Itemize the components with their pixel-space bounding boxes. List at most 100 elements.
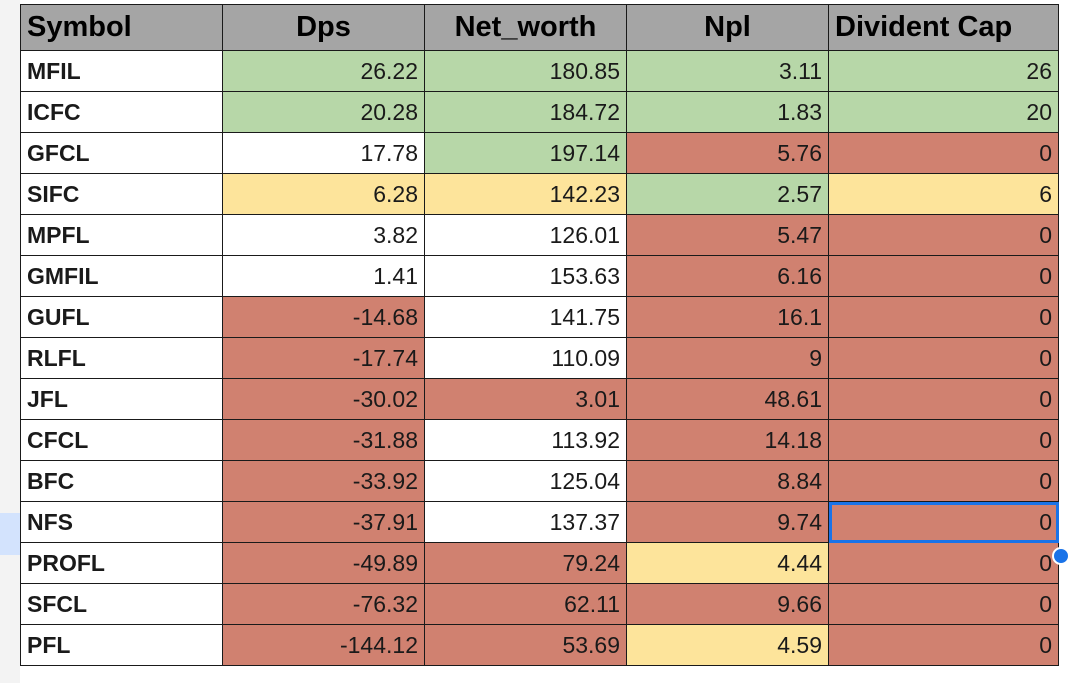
net-worth-cell[interactable]: 62.11 bbox=[424, 583, 627, 625]
net-worth-cell[interactable]: 79.24 bbox=[424, 542, 627, 584]
divident-cap-cell[interactable]: 0 bbox=[828, 378, 1059, 420]
table-row: PFL -144.12 53.69 4.59 0 bbox=[20, 624, 1059, 666]
dps-cell[interactable]: 17.78 bbox=[222, 132, 425, 174]
npl-cell[interactable]: 9 bbox=[626, 337, 829, 379]
table-row: NFS -37.91 137.37 9.74 0 bbox=[20, 501, 1059, 543]
symbol-cell[interactable]: GMFIL bbox=[20, 255, 223, 297]
dps-cell[interactable]: -37.91 bbox=[222, 501, 425, 543]
dps-cell[interactable]: 3.82 bbox=[222, 214, 425, 256]
table-row: RLFL -17.74 110.09 9 0 bbox=[20, 337, 1059, 379]
npl-cell[interactable]: 1.83 bbox=[626, 91, 829, 133]
npl-cell[interactable]: 2.57 bbox=[626, 173, 829, 215]
symbol-cell[interactable]: MFIL bbox=[20, 50, 223, 92]
dps-cell[interactable]: -49.89 bbox=[222, 542, 425, 584]
row-header-strip[interactable] bbox=[0, 0, 20, 683]
table-row: ICFC 20.28 184.72 1.83 20 bbox=[20, 91, 1059, 133]
symbol-cell[interactable]: SIFC bbox=[20, 173, 223, 215]
divident-cap-cell[interactable]: 0 bbox=[828, 542, 1059, 584]
symbol-cell[interactable]: PROFL bbox=[20, 542, 223, 584]
net-worth-cell[interactable]: 125.04 bbox=[424, 460, 627, 502]
header-row: Symbol Dps Net_worth Npl Divident Cap bbox=[20, 4, 1059, 51]
npl-cell[interactable]: 48.61 bbox=[626, 378, 829, 420]
symbol-cell[interactable]: GFCL bbox=[20, 132, 223, 174]
dps-cell[interactable]: 6.28 bbox=[222, 173, 425, 215]
net-worth-cell[interactable]: 137.37 bbox=[424, 501, 627, 543]
divident-cap-cell[interactable]: 0 bbox=[828, 132, 1059, 174]
symbol-cell[interactable]: SFCL bbox=[20, 583, 223, 625]
symbol-cell[interactable]: PFL bbox=[20, 624, 223, 666]
column-header-npl[interactable]: Npl bbox=[626, 4, 829, 51]
net-worth-cell[interactable]: 126.01 bbox=[424, 214, 627, 256]
selected-cell[interactable]: 0 bbox=[828, 501, 1059, 543]
symbol-cell[interactable]: CFCL bbox=[20, 419, 223, 461]
table-row: PROFL -49.89 79.24 4.44 0 bbox=[20, 542, 1059, 584]
dps-cell[interactable]: -31.88 bbox=[222, 419, 425, 461]
npl-cell[interactable]: 5.47 bbox=[626, 214, 829, 256]
divident-cap-cell[interactable]: 0 bbox=[828, 337, 1059, 379]
net-worth-cell[interactable]: 142.23 bbox=[424, 173, 627, 215]
dps-cell[interactable]: -14.68 bbox=[222, 296, 425, 338]
column-header-dps[interactable]: Dps bbox=[222, 4, 425, 51]
divident-cap-cell[interactable]: 20 bbox=[828, 91, 1059, 133]
net-worth-cell[interactable]: 197.14 bbox=[424, 132, 627, 174]
dps-cell[interactable]: 26.22 bbox=[222, 50, 425, 92]
npl-cell[interactable]: 9.74 bbox=[626, 501, 829, 543]
npl-cell[interactable]: 3.11 bbox=[626, 50, 829, 92]
table-row: SIFC 6.28 142.23 2.57 6 bbox=[20, 173, 1059, 215]
table-row: GUFL -14.68 141.75 16.1 0 bbox=[20, 296, 1059, 338]
dps-cell[interactable]: -76.32 bbox=[222, 583, 425, 625]
divident-cap-cell[interactable]: 26 bbox=[828, 50, 1059, 92]
npl-cell[interactable]: 4.59 bbox=[626, 624, 829, 666]
table-row: CFCL -31.88 113.92 14.18 0 bbox=[20, 419, 1059, 461]
symbol-cell[interactable]: BFC bbox=[20, 460, 223, 502]
net-worth-cell[interactable]: 153.63 bbox=[424, 255, 627, 297]
column-header-divident-cap[interactable]: Divident Cap bbox=[828, 4, 1059, 51]
net-worth-cell[interactable]: 53.69 bbox=[424, 624, 627, 666]
net-worth-cell[interactable]: 110.09 bbox=[424, 337, 627, 379]
divident-cap-cell[interactable]: 0 bbox=[828, 214, 1059, 256]
column-header-symbol[interactable]: Symbol bbox=[20, 4, 223, 51]
divident-cap-cell[interactable]: 0 bbox=[828, 255, 1059, 297]
net-worth-cell[interactable]: 184.72 bbox=[424, 91, 627, 133]
column-header-net-worth[interactable]: Net_worth bbox=[424, 4, 627, 51]
divident-cap-cell[interactable]: 0 bbox=[828, 296, 1059, 338]
divident-cap-cell[interactable]: 0 bbox=[828, 419, 1059, 461]
divident-cap-cell[interactable]: 0 bbox=[828, 583, 1059, 625]
table-row: BFC -33.92 125.04 8.84 0 bbox=[20, 460, 1059, 502]
net-worth-cell[interactable]: 113.92 bbox=[424, 419, 627, 461]
dps-cell[interactable]: -30.02 bbox=[222, 378, 425, 420]
net-worth-cell[interactable]: 3.01 bbox=[424, 378, 627, 420]
npl-cell[interactable]: 9.66 bbox=[626, 583, 829, 625]
table-row: MFIL 26.22 180.85 3.11 26 bbox=[20, 50, 1059, 92]
npl-cell[interactable]: 16.1 bbox=[626, 296, 829, 338]
symbol-cell[interactable]: RLFL bbox=[20, 337, 223, 379]
net-worth-cell[interactable]: 180.85 bbox=[424, 50, 627, 92]
table-row: MPFL 3.82 126.01 5.47 0 bbox=[20, 214, 1059, 256]
symbol-cell[interactable]: MPFL bbox=[20, 214, 223, 256]
divident-cap-cell[interactable]: 0 bbox=[828, 624, 1059, 666]
dps-cell[interactable]: 1.41 bbox=[222, 255, 425, 297]
data-table: Symbol Dps Net_worth Npl Divident Cap MF… bbox=[20, 4, 1059, 666]
table-row: JFL -30.02 3.01 48.61 0 bbox=[20, 378, 1059, 420]
symbol-cell[interactable]: JFL bbox=[20, 378, 223, 420]
dps-cell[interactable]: -17.74 bbox=[222, 337, 425, 379]
symbol-cell[interactable]: NFS bbox=[20, 501, 223, 543]
npl-cell[interactable]: 14.18 bbox=[626, 419, 829, 461]
dps-cell[interactable]: 20.28 bbox=[222, 91, 425, 133]
net-worth-cell[interactable]: 141.75 bbox=[424, 296, 627, 338]
table-row: SFCL -76.32 62.11 9.66 0 bbox=[20, 583, 1059, 625]
divident-cap-cell[interactable]: 6 bbox=[828, 173, 1059, 215]
table-row: GMFIL 1.41 153.63 6.16 0 bbox=[20, 255, 1059, 297]
npl-cell[interactable]: 6.16 bbox=[626, 255, 829, 297]
symbol-cell[interactable]: GUFL bbox=[20, 296, 223, 338]
selected-row-header[interactable] bbox=[0, 513, 20, 555]
npl-cell[interactable]: 4.44 bbox=[626, 542, 829, 584]
fill-handle[interactable] bbox=[1052, 547, 1070, 565]
symbol-cell[interactable]: ICFC bbox=[20, 91, 223, 133]
dps-cell[interactable]: -33.92 bbox=[222, 460, 425, 502]
divident-cap-cell[interactable]: 0 bbox=[828, 460, 1059, 502]
dps-cell[interactable]: -144.12 bbox=[222, 624, 425, 666]
npl-cell[interactable]: 8.84 bbox=[626, 460, 829, 502]
npl-cell[interactable]: 5.76 bbox=[626, 132, 829, 174]
